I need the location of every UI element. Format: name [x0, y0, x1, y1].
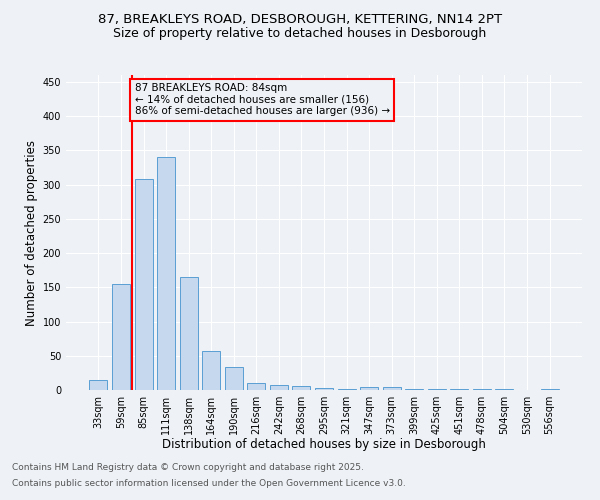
Bar	[315, 388, 333, 390]
Text: 87 BREAKLEYS ROAD: 84sqm
← 14% of detached houses are smaller (156)
86% of semi-: 87 BREAKLEYS ROAD: 84sqm ← 14% of detach…	[134, 83, 389, 116]
Bar	[541, 388, 559, 390]
Bar	[450, 388, 469, 390]
Bar	[383, 388, 401, 390]
Bar	[112, 284, 130, 390]
Bar	[134, 179, 152, 390]
X-axis label: Distribution of detached houses by size in Desborough: Distribution of detached houses by size …	[162, 438, 486, 452]
Text: Contains HM Land Registry data © Crown copyright and database right 2025.: Contains HM Land Registry data © Crown c…	[12, 464, 364, 472]
Text: Size of property relative to detached houses in Desborough: Size of property relative to detached ho…	[113, 28, 487, 40]
Bar	[157, 157, 175, 390]
Bar	[89, 380, 107, 390]
Text: 87, BREAKLEYS ROAD, DESBOROUGH, KETTERING, NN14 2PT: 87, BREAKLEYS ROAD, DESBOROUGH, KETTERIN…	[98, 12, 502, 26]
Bar	[202, 351, 220, 390]
Y-axis label: Number of detached properties: Number of detached properties	[25, 140, 38, 326]
Bar	[292, 386, 310, 390]
Bar	[247, 383, 265, 390]
Bar	[360, 386, 378, 390]
Bar	[225, 368, 243, 390]
Text: Contains public sector information licensed under the Open Government Licence v3: Contains public sector information licen…	[12, 478, 406, 488]
Bar	[405, 388, 423, 390]
Bar	[179, 277, 198, 390]
Bar	[270, 384, 288, 390]
